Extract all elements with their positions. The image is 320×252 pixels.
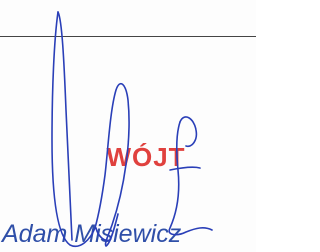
handwritten-signature <box>0 0 256 252</box>
signature-stamp: WÓJT Adam Misiewicz <box>0 0 256 252</box>
